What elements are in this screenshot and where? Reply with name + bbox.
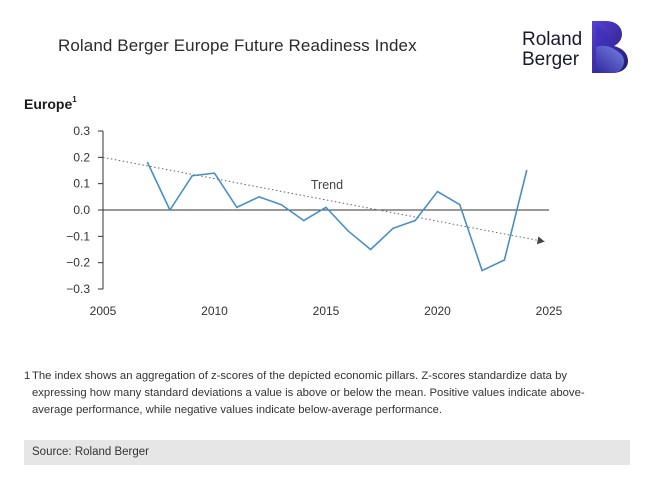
x-tick-label: 2025 [536, 304, 563, 318]
data-point [503, 259, 506, 261]
source-bar: Source: Roland Berger [24, 440, 630, 465]
data-point [302, 219, 305, 222]
data-point [236, 206, 238, 209]
data-point [191, 174, 193, 177]
data-point [369, 248, 372, 251]
panel-title: Europe1 [24, 95, 77, 112]
x-tick-label: 2020 [424, 304, 451, 318]
panel-title-text: Europe [24, 96, 73, 112]
trend-line [102, 156, 545, 243]
logo-line-1: Roland [522, 29, 583, 50]
footnote-number: 1 [24, 370, 31, 382]
x-tick-label: 2010 [201, 304, 228, 318]
data-point [213, 172, 216, 174]
source-text: Source: Roland Berger [32, 446, 149, 458]
chart-title: Roland Berger Europe Future Readiness In… [58, 36, 417, 55]
data-point [280, 203, 283, 206]
data-point [436, 190, 439, 193]
y-tick-label: −0.1 [66, 229, 90, 243]
y-tick-label: 0.0 [73, 203, 90, 217]
trend-arrowhead [536, 236, 545, 245]
footnote: 1 The index shows an aggregation of z-sc… [24, 368, 614, 419]
data-point [347, 230, 350, 232]
y-tick-label: −0.2 [66, 256, 90, 270]
y-tick-label: 0.1 [73, 177, 90, 191]
data-point [325, 206, 327, 209]
data-point [414, 219, 417, 222]
y-tick-label: 0.3 [73, 124, 90, 138]
roland-berger-logo-icon [592, 21, 628, 73]
y-tick-label: 0.2 [73, 150, 90, 164]
trend-label: Trend [311, 178, 343, 192]
footnote-text: The index shows an aggregation of z-scor… [32, 370, 585, 416]
data-point [525, 169, 528, 172]
roland-berger-logo-text: Roland Berger [522, 30, 582, 70]
data-point [481, 269, 483, 272]
data-point [392, 227, 394, 230]
data-point [459, 203, 461, 206]
y-tick-label: −0.3 [66, 282, 90, 296]
panel-title-footnote-marker: 1 [72, 95, 77, 105]
x-tick-label: 2005 [90, 304, 117, 318]
data-point [169, 209, 171, 211]
data-point [146, 161, 149, 164]
data-point [258, 196, 260, 198]
logo-line-2: Berger [522, 49, 580, 70]
series-line-index [146, 162, 528, 272]
x-tick-label: 2015 [313, 304, 340, 318]
